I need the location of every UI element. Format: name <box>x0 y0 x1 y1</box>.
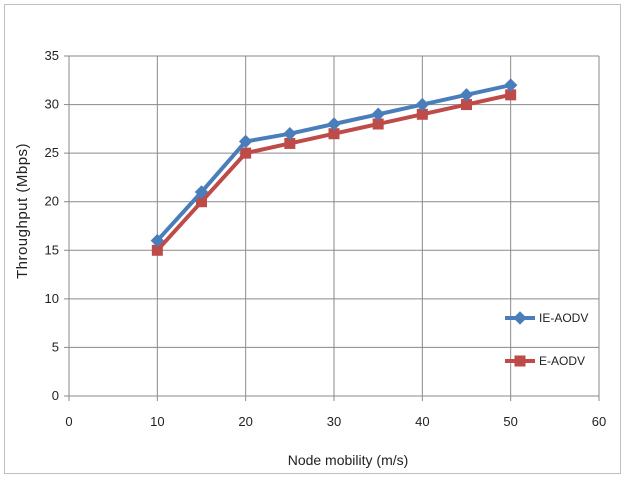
y-tick-label: 10 <box>45 291 59 306</box>
y-tick-label: 20 <box>45 194 59 209</box>
data-point-ie-aodv <box>371 107 385 121</box>
y-tick-label: 30 <box>45 97 59 112</box>
legend-swatch-marker-e-aodv <box>514 355 526 367</box>
x-tick-label: 0 <box>65 414 72 429</box>
chart-frame: 0 5 10 15 20 25 30 35 0 10 20 30 40 50 60 IE-AODV E-AO… <box>4 4 621 474</box>
x-tick-label: 10 <box>150 414 164 429</box>
y-tick-label: 25 <box>45 145 59 160</box>
legend: IE-AODV E-AODV <box>505 311 588 368</box>
x-axis-title: Node mobility (m/s) <box>288 452 409 468</box>
legend-label-e-aodv: E-AODV <box>539 354 585 368</box>
data-point-ie-aodv <box>503 78 518 92</box>
axes <box>64 55 600 401</box>
data-point-ie-aodv <box>459 88 474 102</box>
y-tick-label: 35 <box>45 48 59 63</box>
legend-label-ie-aodv: IE-AODV <box>539 311 588 325</box>
line-chart: 0 5 10 15 20 25 30 35 0 10 20 30 40 50 60 IE-AODV E-AO… <box>14 48 606 468</box>
data-point-ie-aodv <box>327 117 341 131</box>
x-tick-label: 40 <box>415 414 429 429</box>
legend-swatch-marker-ie-aodv <box>513 311 527 325</box>
gridlines <box>69 55 600 396</box>
data-point-ie-aodv <box>238 134 253 149</box>
x-tick-label: 50 <box>503 414 517 429</box>
data-point-ie-aodv <box>150 233 165 248</box>
y-tick-label: 5 <box>52 339 59 354</box>
y-tick-label: 0 <box>52 388 59 403</box>
y-axis-title: Throughput (Mbps) <box>14 143 31 279</box>
data-point-ie-aodv <box>415 97 430 112</box>
x-tick-label: 30 <box>327 414 341 429</box>
data-point-e-aodv <box>240 147 252 159</box>
data-point-ie-aodv <box>283 127 297 141</box>
series-layer <box>150 78 518 256</box>
y-tick-label: 15 <box>45 242 59 257</box>
y-tick-labels: 0 5 10 15 20 25 30 35 <box>45 48 59 403</box>
x-tick-labels: 0 10 20 30 40 50 60 <box>65 414 606 429</box>
x-tick-label: 20 <box>238 414 252 429</box>
data-point-ie-aodv <box>194 185 209 199</box>
x-tick-label: 60 <box>592 414 606 429</box>
